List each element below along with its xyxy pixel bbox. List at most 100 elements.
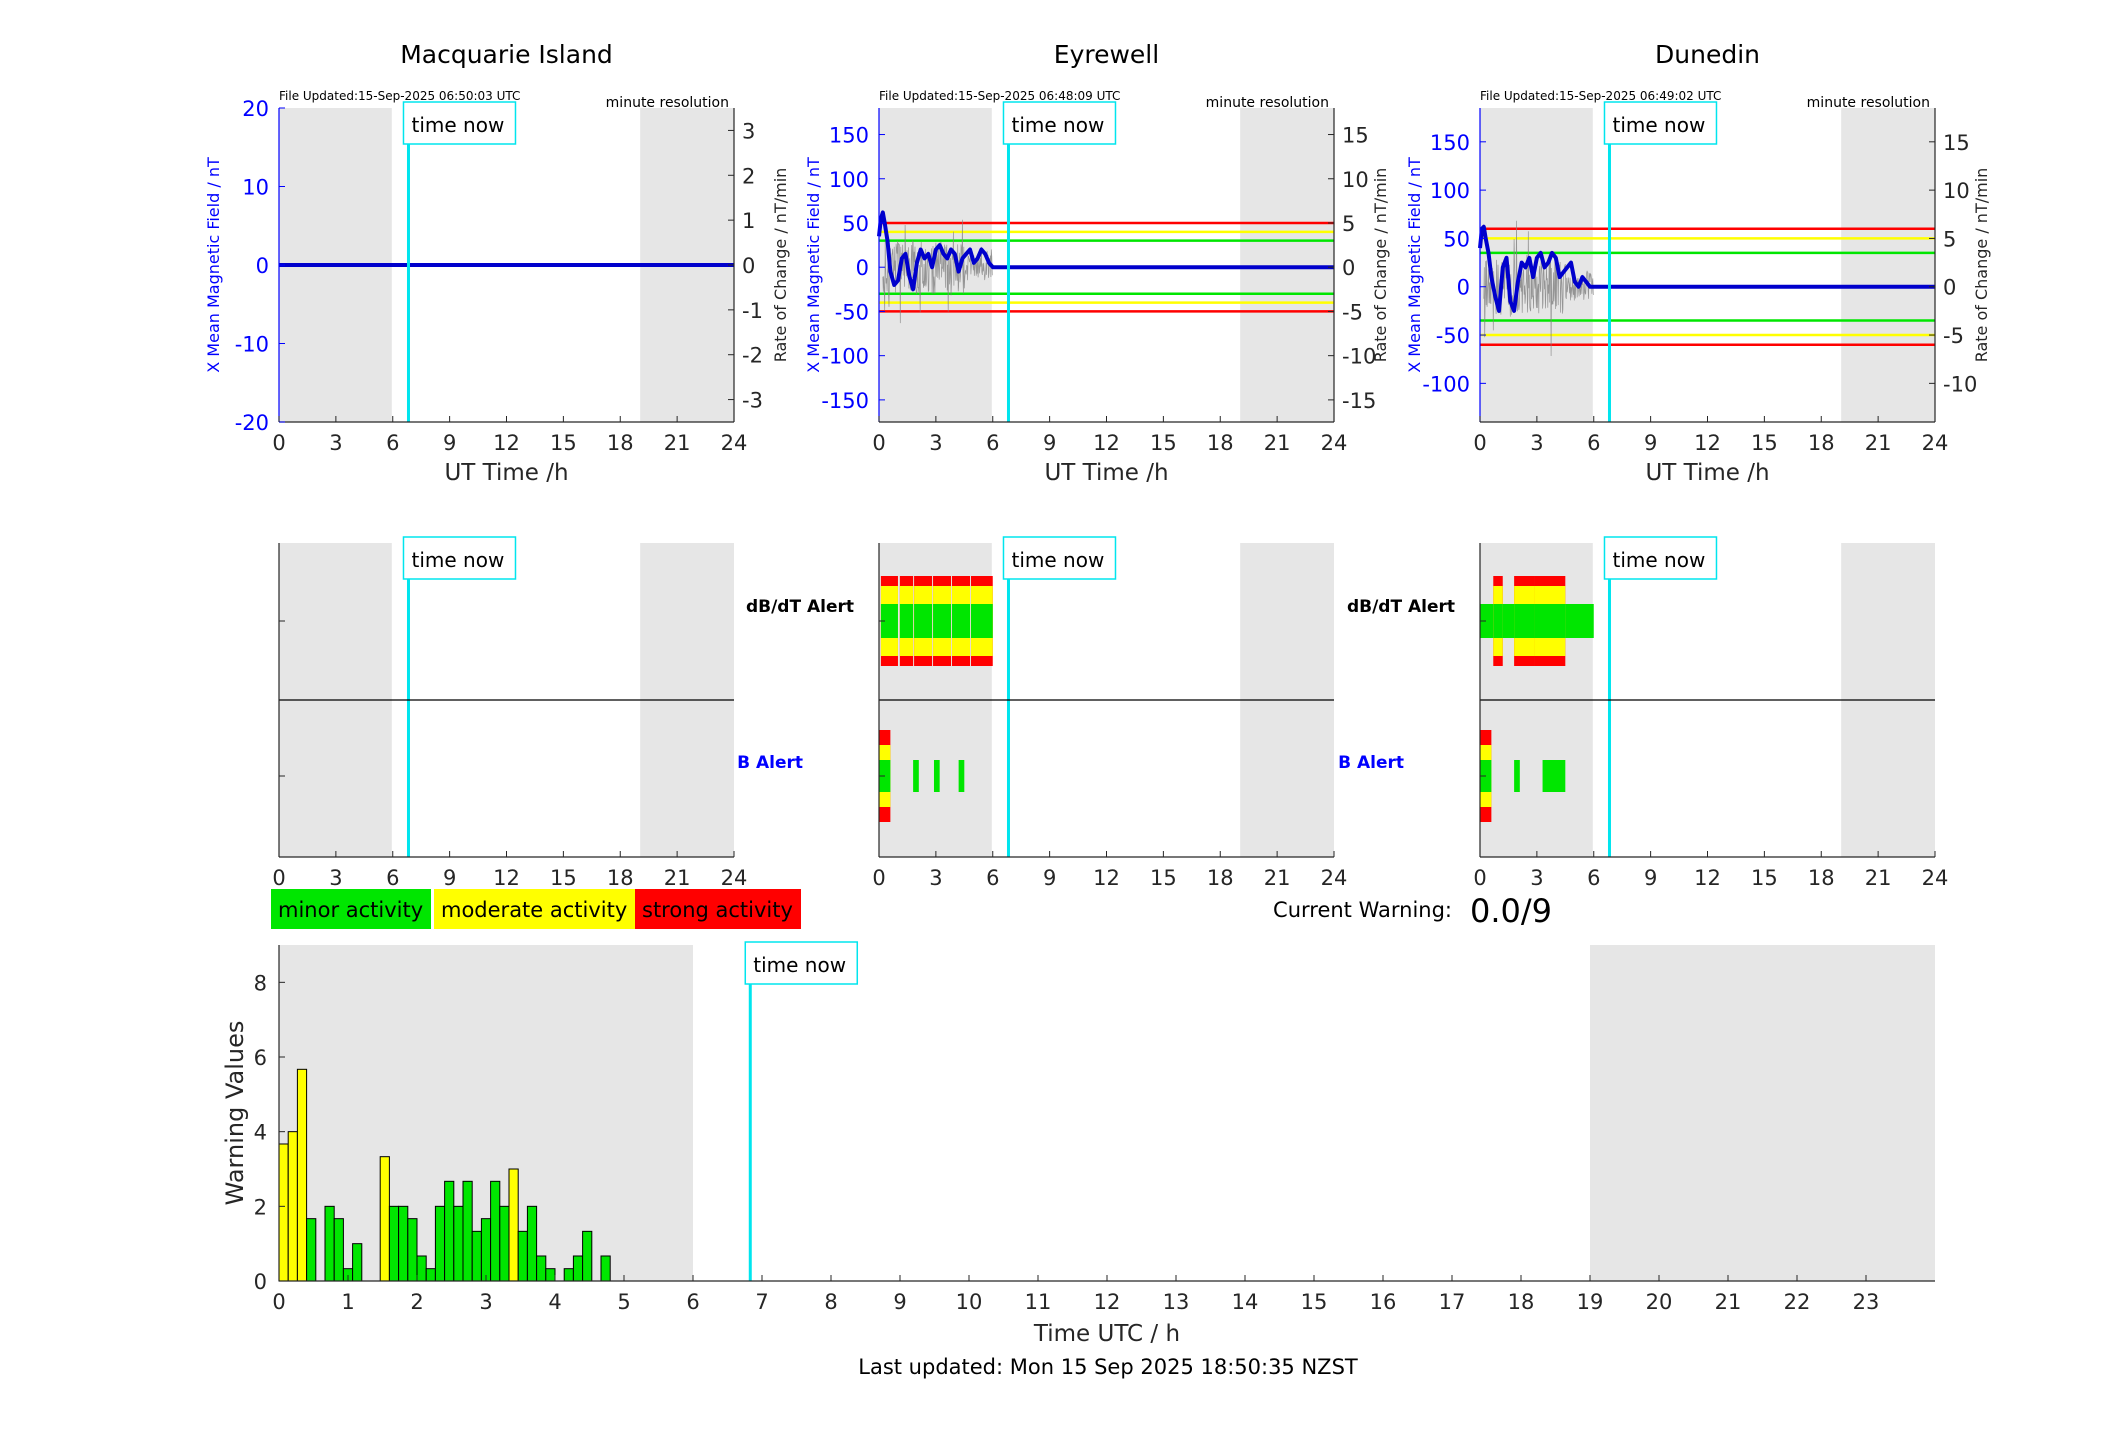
- night-shading: [1590, 945, 1935, 1281]
- right-tick-label: 5: [1342, 212, 1355, 236]
- warning-bar: [296, 1068, 308, 1282]
- mean-field-line: [877, 210, 1334, 292]
- legend-label-moderate: moderate activity: [441, 898, 627, 922]
- x-tick-label: 6: [986, 866, 999, 890]
- rate-of-change-trace: [1483, 220, 1594, 357]
- x-tick-label: 2: [410, 1290, 423, 1314]
- b-alert-bar: [1542, 760, 1566, 792]
- alert-panel-2: 0 3 6 9 12 15 18 21 24 dB/dT Alert B Alert: [737, 543, 1347, 890]
- x-tick-label: 24: [1321, 866, 1348, 890]
- x-tick-label: 22: [1784, 1290, 1811, 1314]
- b-alert-label: B Alert: [737, 753, 803, 773]
- warning-bar: [416, 1255, 427, 1282]
- left-tick-label: 0: [256, 254, 269, 278]
- warning-bar: [471, 1230, 482, 1282]
- dbdt-alert-bar: [1565, 604, 1594, 638]
- x-tick-label: 3: [929, 866, 942, 890]
- x-tick-label: 15: [1751, 431, 1778, 455]
- resolution-label: minute resolution: [1206, 95, 1329, 111]
- x-tick-label: 9: [1644, 866, 1657, 890]
- y-tick-label: 6: [254, 1046, 267, 1070]
- time-now-label: time now: [1612, 548, 1705, 572]
- dbdt-alert-bar: [899, 604, 914, 638]
- right-y-axis-title: Rate of Change / nT/min: [1371, 168, 1390, 363]
- field-panel-1: Macquarie Island File Updated:15-Sep-2025…: [204, 40, 790, 486]
- x-tick-label: 21: [1865, 431, 1892, 455]
- x-tick-label: 11: [1025, 1290, 1052, 1314]
- x-tick-label: 3: [1530, 866, 1543, 890]
- x-axis-title: UT Time /h: [1044, 460, 1168, 486]
- right-tick-label: 15: [1943, 131, 1970, 155]
- right-tick-label: -10: [1342, 345, 1376, 369]
- x-tick-label: 12: [493, 431, 520, 455]
- x-tick-label: 13: [1163, 1290, 1190, 1314]
- warning-bar: [352, 1243, 363, 1282]
- time-now-marker: time now: [1002, 101, 1117, 145]
- warning-bar: [545, 1268, 556, 1282]
- station-title: Macquarie Island: [400, 40, 613, 69]
- x-tick-label: 20: [1646, 1290, 1673, 1314]
- x-tick-label: 6: [986, 431, 999, 455]
- warning-bar: [508, 1168, 519, 1282]
- x-tick-label: 0: [872, 431, 885, 455]
- time-now-box: [1603, 536, 1718, 580]
- y-tick-label: 2: [254, 1195, 267, 1219]
- y-tick-label: 4: [254, 1121, 267, 1145]
- x-axis-title: Time UTC / h: [1033, 1321, 1180, 1347]
- x-tick-label: 9: [443, 866, 456, 890]
- right-tick-label: 1: [742, 209, 755, 233]
- x-tick-label: 0: [272, 1290, 285, 1314]
- warning-bar: [563, 1268, 574, 1282]
- field-panel-3: Dunedin File Updated:15-Sep-2025 06:49:02…: [1405, 40, 1991, 486]
- warning-bar: [453, 1205, 464, 1282]
- file-updated-text: File Updated:15-Sep-2025 06:50:03 UTC: [279, 89, 520, 103]
- y-tick-label: 0: [254, 1270, 267, 1294]
- legend-label-minor: minor activity: [278, 898, 423, 922]
- y-axis-title: Warning Values: [221, 1021, 249, 1206]
- left-tick-label: 150: [829, 124, 869, 148]
- right-tick-label: 2: [742, 164, 755, 188]
- left-y-axis-title: X Mean Magnetic Field / nT: [804, 157, 823, 373]
- b-alert-label: B Alert: [1338, 753, 1404, 773]
- warning-bar: [462, 1180, 473, 1282]
- warning-bar: [398, 1205, 409, 1282]
- x-tick-label: 18: [607, 866, 634, 890]
- warning-bar: [444, 1180, 455, 1282]
- x-tick-label: 6: [1587, 866, 1600, 890]
- x-tick-label: 5: [617, 1290, 630, 1314]
- x-tick-label: 23: [1853, 1290, 1880, 1314]
- x-tick-label: 21: [664, 431, 691, 455]
- x-tick-label: 7: [755, 1290, 768, 1314]
- warning-bar: [306, 1218, 317, 1282]
- x-tick-label: 12: [1093, 866, 1120, 890]
- alert-panel-3: 0 3 6 9 12 15 18 21 24 dB/dT Alert B Alert: [1338, 543, 1948, 890]
- x-tick-label: 1: [341, 1290, 354, 1314]
- left-tick-label: 50: [1443, 227, 1470, 251]
- x-tick-label: 16: [1370, 1290, 1397, 1314]
- time-now-label: time now: [753, 953, 846, 977]
- dbdt-alert-bar: [970, 604, 993, 638]
- station-title: Eyrewell: [1054, 40, 1159, 69]
- warning-bar: [278, 1143, 289, 1282]
- x-tick-label: 3: [929, 431, 942, 455]
- b-alert-bar: [913, 760, 919, 792]
- right-y-axis-title: Rate of Change / nT/min: [1972, 168, 1991, 363]
- x-tick-label: 18: [1207, 866, 1234, 890]
- x-tick-label: 0: [272, 431, 285, 455]
- x-tick-label: 14: [1232, 1290, 1259, 1314]
- current-warning: Current Warning: 0.0/9: [1273, 892, 1552, 930]
- right-tick-label: 0: [742, 254, 755, 278]
- b-alert-bar: [958, 760, 965, 792]
- legend-label-strong: strong activity: [642, 898, 793, 922]
- time-now-label: time now: [1011, 113, 1104, 137]
- dbdt-alert-bar: [1480, 604, 1494, 638]
- x-tick-label: 24: [721, 866, 748, 890]
- dbdt-alert-bar: [914, 604, 933, 638]
- right-y-axis-title: Rate of Change / nT/min: [771, 168, 790, 363]
- x-tick-label: 6: [1587, 431, 1600, 455]
- left-tick-label: 100: [829, 168, 869, 192]
- warning-bar: [287, 1131, 298, 1282]
- right-tick-label: -5: [1943, 324, 1964, 348]
- x-tick-label: 21: [664, 866, 691, 890]
- warning-bar: [425, 1268, 436, 1282]
